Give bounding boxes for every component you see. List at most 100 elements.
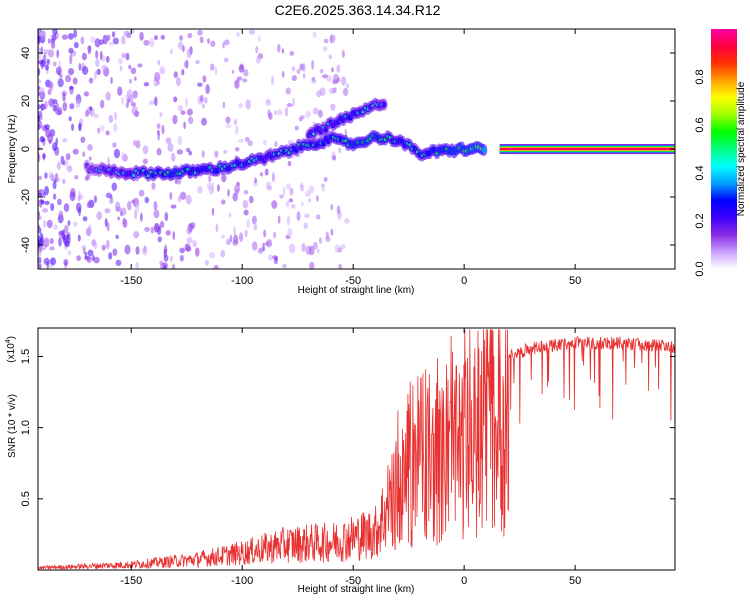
spectrogram-noise-blob	[319, 68, 324, 74]
spectrogram-noise-blob	[150, 226, 155, 234]
spectrogram-noise-blob	[61, 178, 66, 185]
spectrogram-noise-blob	[227, 189, 230, 197]
spectrogram-noise-blob	[74, 174, 79, 180]
spectrogram-noise-blob	[38, 114, 41, 124]
spectrogram-noise-blob	[187, 116, 194, 125]
spectrogram-noise-blob	[185, 97, 188, 108]
spectrogram-noise-blob	[291, 203, 296, 209]
spectrogram-noise-blob	[308, 185, 315, 194]
spectrogram-noise-blob	[285, 200, 290, 208]
spectrogram-noise-blob	[157, 131, 161, 141]
spectrogram-noise-blob	[113, 123, 118, 133]
spectrogram-noise-blob	[179, 247, 185, 254]
spectrogram-y-tick-label: 40	[20, 47, 32, 59]
spectrogram-noise-blob	[154, 96, 158, 107]
spectrogram-noise-blob	[38, 35, 41, 44]
spectrogram-y-tick-label: -40	[20, 237, 32, 253]
snr-y-axis: 0.5 1.0 1.5	[20, 349, 675, 506]
spectrogram-noise-blob	[38, 79, 42, 84]
spectrogram-noise-blob	[57, 78, 64, 88]
spectrogram-noise-blob	[184, 243, 191, 252]
spectrogram-noise-blob	[254, 177, 257, 184]
spectrogram-noise-blob	[271, 172, 276, 183]
spectrogram-noise-blob	[49, 237, 54, 245]
spectrogram-noise-blob	[153, 209, 160, 219]
spectrogram-noise-blob	[115, 234, 119, 240]
spectrogram-noise-blob	[62, 92, 66, 102]
spectrogram-noise-blob	[81, 52, 87, 61]
spectrogram-noise-blob	[144, 226, 150, 232]
spectrogram-noise-blob	[244, 229, 248, 238]
spectrogram-noise-blob	[115, 259, 122, 267]
spectrogram-noise-blob	[197, 185, 203, 194]
spectrogram-noise-blob	[44, 64, 49, 71]
spectrogram-noise-blob	[243, 189, 249, 195]
spectrogram-noise-blob	[344, 128, 348, 137]
spectrogram-noise-blob	[334, 244, 340, 253]
spectrogram-noise-blob	[319, 87, 326, 96]
spectrogram-noise-blob	[287, 160, 292, 167]
spectrogram-noise-blob	[253, 180, 258, 187]
spectrogram-noise-blob	[105, 130, 110, 136]
spectrogram-noise-blob	[143, 39, 150, 46]
colorbar-gradient	[711, 29, 737, 269]
spectrogram-noise-blob	[44, 124, 50, 130]
spectrogram-noise-blob	[132, 90, 138, 99]
spectrogram-noise-blob	[220, 249, 226, 258]
spectrogram-noise-blob	[105, 91, 111, 101]
spectrogram-noise-blob	[331, 67, 334, 73]
spectrogram-noise-blob	[77, 196, 81, 202]
spectrogram-x-tick-label: 50	[569, 275, 581, 287]
spectrogram-noise-blob	[62, 101, 68, 112]
spectrogram-noise-blob	[43, 257, 50, 266]
spectrogram-noise-blob	[67, 220, 71, 227]
colorbar-tick-label: 0.2	[694, 213, 706, 228]
spectrogram-noise-blob	[148, 100, 155, 105]
spectrogram-noise-blob	[188, 150, 193, 156]
spectrogram-noise-blob	[243, 209, 249, 216]
spectrogram-noise-blob	[224, 39, 230, 46]
spectrogram-noise-blob	[50, 202, 55, 212]
spectrogram-noise-blob	[159, 66, 166, 75]
spectrogram-noise-blob	[130, 67, 137, 75]
spectrogram-noise-blob	[46, 219, 53, 229]
spectrogram-noise-blob	[179, 254, 184, 262]
spectrogram-noise-blob	[167, 142, 174, 153]
spectrogram-noise-blob	[213, 264, 219, 269]
spectrogram-noise-blob	[286, 102, 293, 108]
snr-x-tick-label: -100	[231, 575, 253, 587]
spectrogram-noise-blob	[210, 40, 216, 47]
spectrogram-noise-blob	[311, 79, 317, 85]
spectrogram-noise-blob	[73, 41, 79, 49]
spectrogram-noise-blob	[62, 137, 68, 143]
spectrogram-noise-blob	[247, 140, 253, 147]
spectrogram-noise-blob	[318, 237, 322, 244]
spectrogram-noise-blob	[111, 182, 118, 191]
spectrogram-noise-blob	[301, 242, 306, 252]
spectrogram-noise-blob	[47, 38, 51, 44]
spectrogram-noise-blob	[105, 239, 110, 250]
spectrogram-noise-blob	[38, 29, 41, 37]
spectrogram-noise-blob	[296, 68, 301, 75]
spectrogram-x-tick-label: 0	[461, 275, 467, 287]
spectrogram-noise-blob	[194, 247, 200, 257]
spectrogram-noise-blob	[332, 155, 337, 161]
spectrogram-noise-blob	[100, 99, 105, 109]
spectrogram-noise-blob	[108, 251, 113, 260]
spectrogram-noise-blob	[69, 85, 74, 90]
spectrogram-noise-blob	[277, 43, 281, 53]
spectrogram-noise-blob	[38, 104, 42, 110]
spectrogram-noise-blob	[311, 59, 315, 70]
spectrogram-noise-blob	[234, 119, 237, 126]
spectrogram-noise-blob	[236, 76, 243, 81]
spectrogram-noise-blob	[183, 121, 186, 130]
spectrogram-noise-blob	[44, 185, 49, 196]
spectrogram-noise-blob	[97, 127, 101, 134]
spectrogram-noise-blob	[199, 36, 204, 44]
spectrogram-noise-blob	[328, 54, 332, 60]
spectrogram-noise-blob	[105, 55, 110, 63]
spectrogram-noise-blob	[39, 87, 45, 93]
chart-title: C2E6.2025.363.14.34.R12	[274, 2, 441, 18]
spectrogram-noise-blob	[330, 204, 334, 211]
snr-y-tick-label: 1.5	[20, 349, 32, 364]
